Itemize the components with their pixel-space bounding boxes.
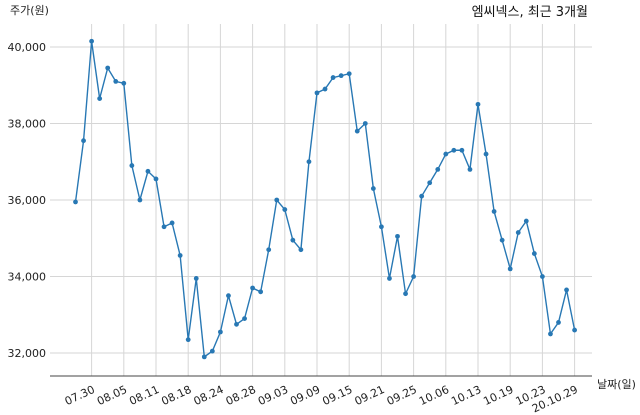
data-point (73, 199, 78, 205)
data-point (105, 65, 111, 71)
data-point (531, 251, 537, 256)
data-point (177, 253, 183, 258)
data-point (322, 86, 328, 92)
data-point (282, 207, 288, 212)
tick-labels: 32,000 34,000 36,000 38,000 40,000 07.3008.05… (8, 41, 580, 415)
data-point (564, 287, 569, 293)
x-tick-label: 08.24 (192, 383, 226, 408)
data-point (97, 96, 103, 102)
x-tick-label: 08.28 (224, 383, 258, 408)
data-point (354, 128, 360, 134)
data-point (548, 331, 553, 337)
series (73, 38, 577, 360)
data-point (298, 247, 304, 253)
data-point (338, 73, 344, 79)
x-tick-label: 10.13 (449, 383, 483, 408)
data-point (411, 274, 416, 279)
x-tick-label: 08.18 (159, 383, 193, 408)
data-point (185, 337, 191, 343)
data-point (403, 291, 408, 297)
data-point (226, 293, 231, 299)
data-point (161, 224, 167, 230)
grid (50, 24, 592, 376)
data-point (395, 233, 400, 239)
data-point (507, 266, 513, 272)
data-point (242, 316, 247, 322)
data-point (113, 78, 119, 84)
data-point (250, 285, 256, 291)
data-point (218, 329, 223, 335)
x-tick-label: 09.03 (256, 383, 290, 408)
data-point (145, 168, 151, 174)
data-point (451, 147, 457, 153)
y-tick-label: 38,000 (8, 117, 47, 130)
data-point (467, 166, 473, 172)
data-point (290, 237, 296, 243)
chart-title: 엠씨넥스, 최근 3개월 (472, 5, 588, 20)
data-point (274, 197, 280, 203)
data-point (121, 80, 127, 86)
data-point (556, 320, 561, 325)
data-point (443, 151, 449, 157)
data-point (234, 321, 239, 327)
data-point (81, 138, 86, 144)
data-point (427, 180, 433, 186)
x-tick-label: 10.06 (417, 383, 451, 408)
data-point (483, 151, 489, 157)
data-point (459, 147, 465, 153)
y-tick-label: 32,000 (8, 347, 47, 360)
y-tick-label: 34,000 (8, 271, 47, 284)
data-point (258, 289, 264, 295)
x-tick-label: 09.21 (353, 383, 387, 408)
data-point (266, 247, 272, 253)
data-point (201, 354, 207, 360)
data-point (523, 218, 529, 224)
x-tick-label: 07.30 (63, 383, 97, 408)
data-point (491, 209, 497, 214)
data-point (129, 163, 135, 168)
data-point (153, 176, 159, 182)
data-point (435, 166, 441, 172)
data-point (370, 186, 376, 191)
y-tick-label: 40,000 (8, 41, 47, 54)
x-axis-title: 날짜(일) (597, 377, 636, 391)
data-point (515, 230, 521, 235)
x-tick-label: 09.09 (288, 383, 322, 408)
data-point (379, 224, 384, 230)
data-point (306, 159, 312, 165)
data-point (572, 327, 577, 333)
data-point (499, 237, 505, 243)
data-point (540, 274, 545, 279)
data-point (193, 276, 199, 281)
data-point (169, 220, 175, 226)
x-tick-label: 09.15 (320, 383, 354, 408)
data-point (387, 276, 392, 281)
data-point (314, 90, 320, 96)
data-point (137, 197, 143, 203)
x-tick-label: 10.19 (481, 383, 515, 408)
y-tick-label: 36,000 (8, 194, 47, 207)
x-tick-label: 09.25 (385, 383, 419, 408)
data-point (362, 121, 368, 126)
data-point (330, 75, 336, 80)
data-point (209, 348, 215, 354)
x-tick-label: 08.05 (95, 383, 129, 408)
data-point (89, 38, 94, 44)
data-point (346, 71, 352, 77)
y-axis-title: 주가(원) (10, 4, 49, 17)
data-point (419, 193, 425, 199)
data-point (475, 101, 481, 107)
x-tick-label: 08.11 (127, 383, 161, 408)
